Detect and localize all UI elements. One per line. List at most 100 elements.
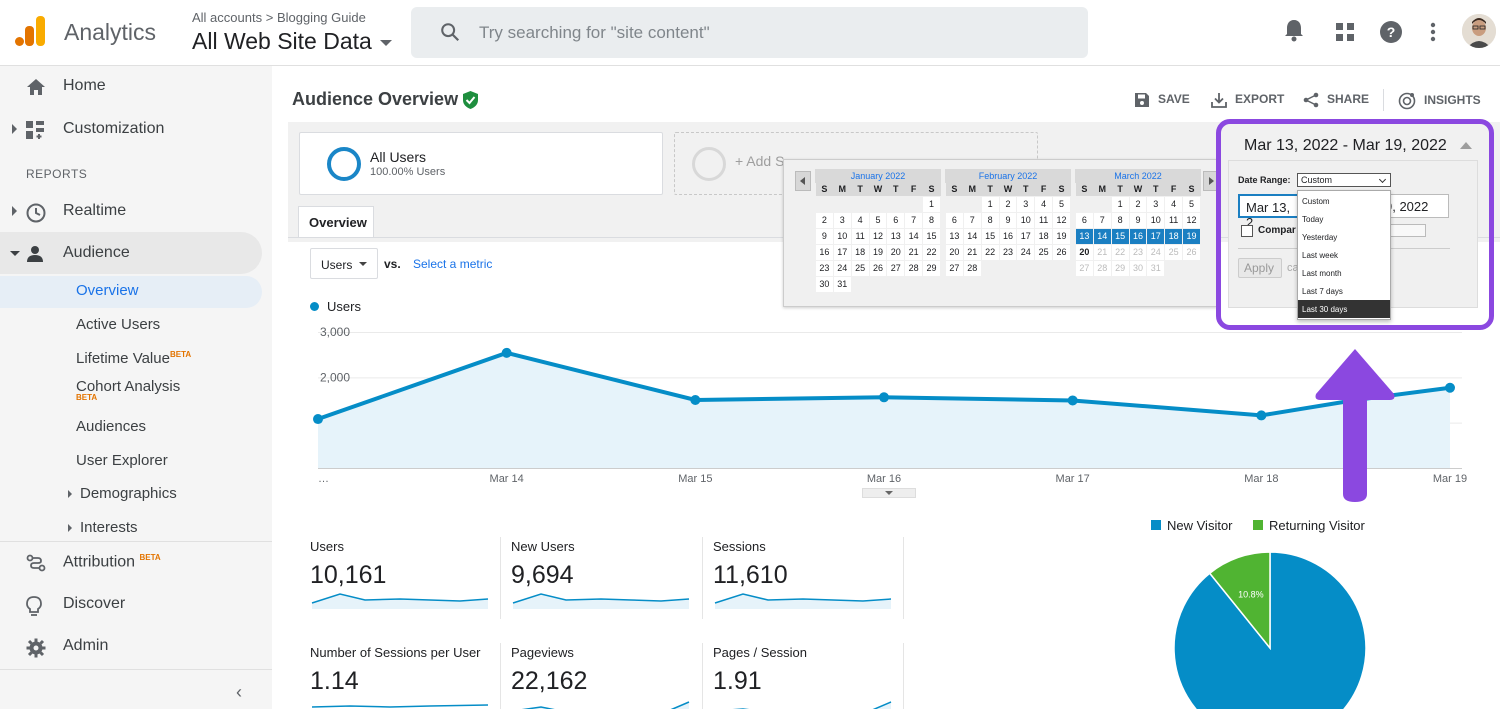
calendar-day[interactable]: 14 bbox=[1092, 227, 1112, 245]
calendar-day[interactable]: 11 bbox=[1034, 211, 1054, 229]
calendar-day[interactable]: 3 bbox=[832, 211, 852, 229]
chart-legend-users[interactable]: Users bbox=[310, 299, 361, 314]
calendar-day[interactable]: 30 bbox=[1128, 259, 1148, 277]
calendar-day[interactable]: 2 bbox=[815, 211, 834, 229]
share-button[interactable]: SHARE bbox=[1303, 92, 1369, 108]
dropdown-option[interactable]: Today bbox=[1302, 215, 1324, 224]
calendar-day[interactable]: 7 bbox=[962, 211, 982, 229]
visitor-pie-chart[interactable]: 10.8% bbox=[1150, 540, 1400, 709]
metric-selector[interactable]: Users bbox=[310, 248, 378, 279]
calendar-day[interactable]: 2 bbox=[998, 195, 1018, 213]
calendar-day[interactable]: 4 bbox=[850, 211, 870, 229]
calendar-day[interactable]: 16 bbox=[998, 227, 1018, 245]
scorecard-users[interactable]: Users 10,161 bbox=[300, 539, 500, 619]
sidebar-item-audiences[interactable]: Audiences bbox=[76, 418, 147, 435]
calendar-day[interactable]: 29 bbox=[922, 259, 941, 277]
calendar-day[interactable]: 6 bbox=[1075, 211, 1094, 229]
calendar-day[interactable]: 5 bbox=[1182, 195, 1201, 213]
data-point[interactable] bbox=[1067, 395, 1078, 406]
calendar-day[interactable]: 13 bbox=[945, 227, 964, 245]
pie-legend-new-visitor[interactable]: New Visitor bbox=[1151, 518, 1233, 533]
calendar-day[interactable]: 26 bbox=[1182, 243, 1201, 261]
calendar-day[interactable]: 21 bbox=[904, 243, 924, 261]
calendar-day[interactable]: 28 bbox=[962, 259, 982, 277]
calendar-day[interactable]: 6 bbox=[886, 211, 906, 229]
scorecard-sessions-per-user[interactable]: Number of Sessions per User 1.14 bbox=[300, 645, 500, 709]
next-month-button[interactable] bbox=[1203, 171, 1219, 191]
sidebar-item-home[interactable]: Home bbox=[0, 66, 262, 106]
breadcrumb-accounts[interactable]: All accounts bbox=[192, 10, 263, 25]
more-vert-icon[interactable] bbox=[1430, 22, 1436, 42]
sidebar-item-admin[interactable]: Admin bbox=[0, 626, 262, 666]
calendar-day[interactable]: 19 bbox=[868, 243, 888, 261]
calendar-day[interactable]: 21 bbox=[962, 243, 982, 261]
calendar-day[interactable]: 28 bbox=[904, 259, 924, 277]
calendar-day[interactable]: 7 bbox=[1092, 211, 1112, 229]
export-button[interactable]: EXPORT bbox=[1211, 92, 1284, 108]
sidebar-item-attribution[interactable]: Attribution BETA bbox=[0, 542, 262, 582]
breadcrumb[interactable]: All accounts > Blogging Guide bbox=[192, 10, 366, 25]
calendar-day[interactable]: 18 bbox=[1164, 227, 1184, 245]
scorecard-sessions[interactable]: Sessions 11,610 bbox=[703, 539, 903, 619]
calendar-day[interactable]: 10 bbox=[1016, 211, 1036, 229]
calendar-day[interactable]: 12 bbox=[1182, 211, 1201, 229]
apply-button[interactable]: Apply bbox=[1238, 258, 1282, 278]
calendar-day[interactable]: 17 bbox=[1016, 227, 1036, 245]
calendar-day[interactable]: 16 bbox=[1128, 227, 1148, 245]
calendar-day[interactable]: 17 bbox=[1146, 227, 1166, 245]
calendar-day[interactable]: 25 bbox=[1034, 243, 1054, 261]
calendar-day[interactable]: 18 bbox=[1034, 227, 1054, 245]
calendar-day[interactable]: 24 bbox=[1146, 243, 1166, 261]
dropdown-option[interactable]: Yesterday bbox=[1302, 233, 1338, 242]
caret-up-icon[interactable] bbox=[1460, 142, 1472, 149]
date-range-select[interactable]: Custom bbox=[1297, 173, 1391, 187]
data-point[interactable] bbox=[879, 392, 889, 403]
calendar-day[interactable]: 24 bbox=[1016, 243, 1036, 261]
calendar-day[interactable]: 20 bbox=[886, 243, 906, 261]
calendar-day[interactable]: 23 bbox=[998, 243, 1018, 261]
data-point[interactable] bbox=[313, 414, 323, 425]
calendar-day[interactable]: 1 bbox=[1110, 195, 1130, 213]
calendar-day[interactable]: 4 bbox=[1164, 195, 1184, 213]
calendar-day[interactable]: 9 bbox=[815, 227, 834, 245]
sidebar-item-realtime[interactable]: Realtime bbox=[0, 191, 262, 231]
calendar-day[interactable]: 27 bbox=[886, 259, 906, 277]
calendar-day[interactable]: 1 bbox=[980, 195, 1000, 213]
calendar-day[interactable]: 16 bbox=[815, 243, 834, 261]
calendar-day[interactable]: 28 bbox=[1092, 259, 1112, 277]
calendar-day[interactable]: 10 bbox=[1146, 211, 1166, 229]
analytics-logo-icon[interactable] bbox=[14, 14, 48, 48]
calendar-day[interactable]: 1 bbox=[922, 195, 941, 213]
sidebar-item-active-users[interactable]: Active Users bbox=[76, 316, 161, 333]
collapse-sidebar-button[interactable]: ‹ bbox=[236, 682, 242, 702]
dropdown-option[interactable]: Last week bbox=[1302, 251, 1339, 260]
sidebar-item-discover[interactable]: Discover bbox=[0, 584, 262, 624]
calendar-day[interactable]: 13 bbox=[1075, 227, 1094, 245]
calendar-day[interactable]: 3 bbox=[1016, 195, 1036, 213]
insights-button[interactable]: INSIGHTS bbox=[1398, 92, 1481, 110]
dropdown-option[interactable]: Custom bbox=[1302, 197, 1330, 206]
calendar-day[interactable]: 20 bbox=[1075, 243, 1094, 261]
calendar-day[interactable]: 22 bbox=[1110, 243, 1130, 261]
calendar-day[interactable]: 21 bbox=[1092, 243, 1112, 261]
calendar-day[interactable]: 8 bbox=[922, 211, 941, 229]
calendar-day[interactable]: 19 bbox=[1182, 227, 1201, 245]
calendar-day[interactable]: 8 bbox=[1110, 211, 1130, 229]
calendar-day[interactable]: 9 bbox=[1128, 211, 1148, 229]
calendar-day[interactable]: 22 bbox=[922, 243, 941, 261]
calendar-day[interactable]: 13 bbox=[886, 227, 906, 245]
calendar-day[interactable]: 25 bbox=[1164, 243, 1184, 261]
search-bar[interactable]: Try searching for "site content" bbox=[411, 7, 1088, 58]
scorecard-pages-per-session[interactable]: Pages / Session 1.91 bbox=[703, 645, 903, 709]
dropdown-option[interactable]: Last 30 days bbox=[1298, 300, 1390, 318]
calendar-day[interactable]: 14 bbox=[962, 227, 982, 245]
calendar-day[interactable]: 6 bbox=[945, 211, 964, 229]
pie-slice-new-visitor[interactable] bbox=[1173, 551, 1367, 709]
data-point[interactable] bbox=[501, 347, 512, 358]
segment-all-users[interactable]: All Users 100.00% Users bbox=[299, 132, 663, 195]
dropdown-option[interactable]: Last 7 days bbox=[1302, 287, 1343, 296]
help-icon[interactable]: ? bbox=[1380, 21, 1402, 43]
calendar-day[interactable]: 19 bbox=[1052, 227, 1071, 245]
calendar-day[interactable]: 5 bbox=[868, 211, 888, 229]
